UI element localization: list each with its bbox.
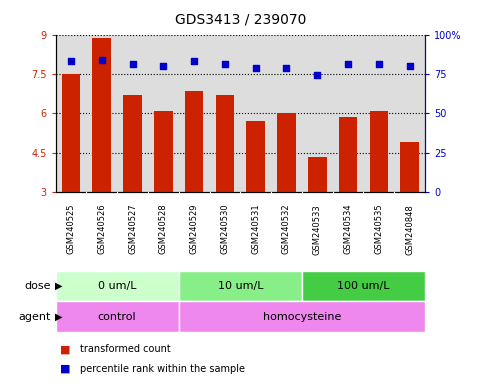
Text: GSM240530: GSM240530 [220, 204, 229, 255]
Text: agent: agent [18, 312, 51, 322]
Point [67, 58, 75, 65]
Text: GSM240528: GSM240528 [159, 204, 168, 255]
Point [313, 73, 321, 79]
Text: ▶: ▶ [55, 312, 62, 322]
Text: 100 um/L: 100 um/L [337, 281, 390, 291]
Bar [179, 271, 302, 301]
Bar [185, 91, 203, 192]
Point [375, 61, 383, 68]
Text: GDS3413 / 239070: GDS3413 / 239070 [175, 13, 306, 27]
Text: 10 um/L: 10 um/L [217, 281, 263, 291]
Bar [302, 271, 425, 301]
Text: transformed count: transformed count [80, 344, 170, 354]
Bar [154, 111, 172, 192]
Text: ■: ■ [60, 364, 71, 374]
Point [221, 61, 229, 68]
Point [252, 65, 259, 71]
Bar [179, 301, 425, 332]
Bar [56, 271, 179, 301]
Point [159, 63, 167, 69]
Bar [339, 117, 357, 192]
Point [406, 63, 413, 69]
Bar [56, 301, 179, 332]
Point [344, 61, 352, 68]
Text: GSM240533: GSM240533 [313, 204, 322, 255]
Text: GSM240525: GSM240525 [67, 204, 75, 254]
Text: 0 um/L: 0 um/L [98, 281, 136, 291]
Bar [62, 74, 80, 192]
Text: percentile rank within the sample: percentile rank within the sample [80, 364, 245, 374]
Point [128, 61, 136, 68]
Bar [215, 95, 234, 192]
Text: ■: ■ [60, 344, 71, 354]
Bar [123, 95, 142, 192]
Text: GSM240529: GSM240529 [190, 204, 199, 254]
Text: control: control [98, 312, 136, 322]
Bar [277, 113, 296, 192]
Point [98, 57, 106, 63]
Text: GSM240526: GSM240526 [97, 204, 106, 255]
Point [283, 65, 290, 71]
Point [190, 58, 198, 65]
Bar [92, 38, 111, 192]
Text: ▶: ▶ [55, 281, 62, 291]
Bar [308, 157, 327, 192]
Bar [400, 142, 419, 192]
Text: GSM240534: GSM240534 [343, 204, 353, 255]
Text: GSM240532: GSM240532 [282, 204, 291, 255]
Bar [369, 111, 388, 192]
Text: GSM240531: GSM240531 [251, 204, 260, 255]
Bar [246, 121, 265, 192]
Text: dose: dose [24, 281, 51, 291]
Text: homocysteine: homocysteine [263, 312, 341, 322]
Text: GSM240848: GSM240848 [405, 204, 414, 255]
Text: GSM240527: GSM240527 [128, 204, 137, 255]
Text: GSM240535: GSM240535 [374, 204, 384, 255]
